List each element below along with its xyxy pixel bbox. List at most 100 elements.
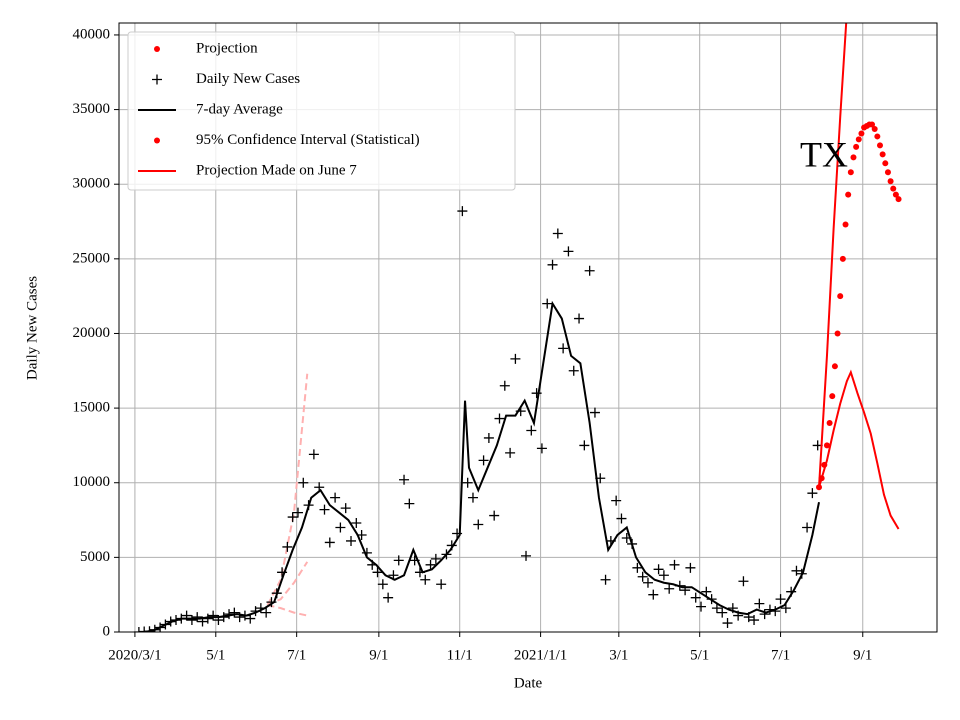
cross-marker xyxy=(807,488,818,499)
cross-marker xyxy=(749,615,760,626)
cross-marker xyxy=(351,518,362,529)
cross-marker xyxy=(340,503,351,514)
cross-marker xyxy=(696,601,707,612)
cross-marker xyxy=(489,510,500,521)
cross-marker xyxy=(430,553,441,564)
cross-marker xyxy=(642,577,653,588)
cross-marker xyxy=(690,592,701,603)
dot-marker xyxy=(882,160,889,167)
legend-dot xyxy=(154,137,160,144)
dot-marker xyxy=(839,255,846,262)
x-tick-label: 2020/3/1 xyxy=(108,647,161,663)
dot-marker xyxy=(895,196,902,203)
cross-marker xyxy=(579,440,590,451)
cross-marker xyxy=(229,607,240,618)
cross-marker xyxy=(330,492,341,503)
cross-marker xyxy=(574,313,585,324)
cross-marker xyxy=(669,559,680,570)
cross-marker xyxy=(393,555,404,566)
dot-marker xyxy=(874,133,881,140)
y-tick-label: 20000 xyxy=(73,325,111,341)
x-tick-label: 5/1 xyxy=(690,647,709,663)
cross-marker xyxy=(711,603,722,614)
cross-marker xyxy=(791,565,802,576)
line xyxy=(818,23,900,530)
cross-marker xyxy=(589,407,600,418)
y-tick-label: 10000 xyxy=(73,474,111,490)
cross-marker xyxy=(457,206,468,217)
dot-marker xyxy=(837,293,844,300)
cross-marker xyxy=(372,567,383,578)
y-tick-label: 40000 xyxy=(73,26,111,42)
axes-frame xyxy=(118,22,938,633)
cross-marker xyxy=(467,492,478,503)
cross-marker xyxy=(192,612,203,623)
dot-marker xyxy=(816,484,823,491)
cross-marker xyxy=(399,474,410,485)
x-tick-label: 9/1 xyxy=(853,647,872,663)
dot-marker xyxy=(831,363,838,370)
cross-marker xyxy=(558,343,569,354)
y-tick-label: 0 xyxy=(103,623,111,639)
cross-marker xyxy=(208,610,219,621)
x-tick-label: 7/1 xyxy=(771,647,790,663)
dot-marker xyxy=(855,136,862,143)
cross-marker xyxy=(298,477,309,488)
cross-marker xyxy=(536,443,547,454)
y-tick-label: 15000 xyxy=(73,400,111,416)
cross-marker xyxy=(738,576,749,587)
dot-marker xyxy=(850,154,857,161)
cross-marker xyxy=(308,449,319,460)
cross-marker xyxy=(616,513,627,524)
cross-marker xyxy=(632,562,643,573)
dot-marker xyxy=(879,151,886,158)
dot-marker xyxy=(834,330,841,337)
legend: Projection Daily New Cases 7-day Average 95… xyxy=(127,31,516,191)
dot-marker xyxy=(869,121,876,128)
cross-marker xyxy=(521,550,532,561)
cross-marker xyxy=(292,507,303,518)
cross-marker xyxy=(775,594,786,605)
cross-marker xyxy=(722,618,733,629)
line xyxy=(144,300,820,632)
cross-marker xyxy=(510,353,521,364)
dot-marker xyxy=(826,420,833,427)
dot-marker xyxy=(858,130,865,137)
legend-box xyxy=(127,31,516,191)
cross-marker xyxy=(483,432,494,443)
dot-marker xyxy=(823,442,830,449)
y-axis-label: Daily New Cases xyxy=(24,276,40,380)
dot-marker xyxy=(892,191,899,198)
cross-marker xyxy=(754,598,765,609)
dot-marker xyxy=(884,169,891,176)
dashed-line xyxy=(266,373,309,606)
cross-marker xyxy=(759,609,770,620)
cross-marker xyxy=(547,259,558,270)
cross-marker xyxy=(478,455,489,466)
x-tick-label: 2021/1/1 xyxy=(514,647,567,663)
x-axis-label: Date xyxy=(514,675,543,691)
axes: 2020/3/1 5/1 7/1 9/1 11/1 2021/1/1 3/1 5/1 7/1 9/… xyxy=(73,26,873,663)
cross-marker xyxy=(383,592,394,603)
x-tick-label: 11/1 xyxy=(447,647,473,663)
legend-cross xyxy=(152,74,162,85)
cross-marker xyxy=(324,537,335,548)
cross-marker xyxy=(261,607,272,618)
cross-marker xyxy=(494,413,505,424)
cross-marker xyxy=(186,615,197,626)
cross-marker xyxy=(526,425,537,436)
cross-marker xyxy=(436,579,447,590)
cross-marker xyxy=(505,447,516,458)
legend-label: Projection xyxy=(196,40,258,56)
dot-marker xyxy=(847,169,854,176)
x-tick-label: 7/1 xyxy=(287,647,306,663)
cross-marker xyxy=(552,228,563,239)
x-tick-label: 3/1 xyxy=(609,647,628,663)
cross-marker xyxy=(404,498,415,509)
cross-marker xyxy=(462,477,473,488)
cross-marker xyxy=(287,512,298,523)
cross-marker xyxy=(611,495,622,506)
dot-marker xyxy=(821,461,828,468)
dot-marker xyxy=(887,178,894,185)
dot-marker xyxy=(845,191,852,198)
